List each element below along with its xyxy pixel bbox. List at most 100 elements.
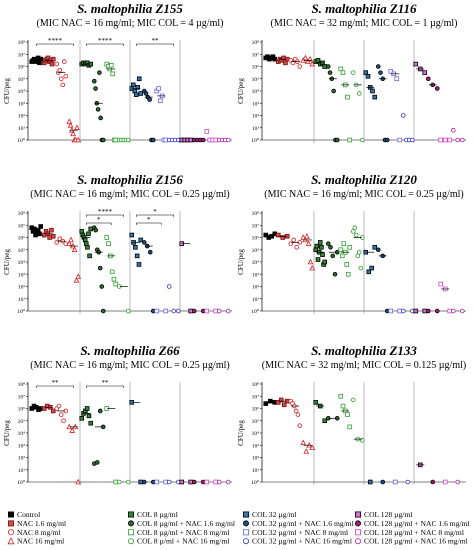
- data-point: [345, 94, 350, 100]
- data-point: [129, 232, 135, 238]
- data-point: [97, 408, 103, 414]
- data-point: [305, 240, 312, 246]
- data-point: [334, 137, 340, 143]
- legend-item: COL 32 µg/ml + NAC 8 mg/ml: [242, 528, 348, 537]
- data-point: [58, 76, 64, 82]
- y-tick-label: 10⁷: [252, 394, 260, 400]
- data-point: [350, 70, 356, 75]
- legend-marker: [242, 538, 249, 545]
- panel-subtitle: (MIC NAC = 32 mg/ml; MIC COL = 0.125 µg/…: [262, 360, 466, 371]
- significance-label: ****: [98, 37, 113, 45]
- data-point: [338, 247, 344, 253]
- data-point: [110, 71, 116, 77]
- y-tick-label: 10²: [252, 456, 260, 462]
- y-tick-label: 10⁷: [18, 223, 26, 229]
- data-point: [297, 423, 303, 428]
- y-tick-label: 10⁵: [252, 248, 260, 254]
- y-tick-label: 10⁷: [252, 223, 260, 229]
- data-point: [269, 233, 275, 239]
- legend-label: Control: [17, 510, 40, 519]
- legend-marker: [7, 529, 14, 536]
- legend-item: COL 8 µg/ml + NAC 1.6 mg/ml: [127, 519, 235, 528]
- data-point: [94, 460, 100, 465]
- data-point: [86, 231, 91, 237]
- data-point: [54, 61, 60, 67]
- y-tick-label: 10⁰: [251, 479, 260, 486]
- y-tick-label: 10⁶: [18, 236, 26, 242]
- y-tick-label: 10⁴: [252, 260, 260, 266]
- data-point: [434, 86, 440, 91]
- data-point: [322, 418, 328, 424]
- data-point: [133, 92, 139, 97]
- y-tick-label: 10²: [18, 114, 26, 120]
- data-point: [136, 76, 142, 82]
- data-point: [384, 137, 390, 143]
- y-tick-label: 10¹: [18, 297, 26, 303]
- data-point: [372, 244, 378, 250]
- data-point: [109, 269, 115, 275]
- data-point: [99, 284, 105, 289]
- data-point: [71, 246, 78, 253]
- data-point: [88, 420, 94, 426]
- data-point: [136, 262, 142, 267]
- legend-marker: [354, 529, 361, 536]
- y-tick-label: 10⁵: [252, 77, 260, 83]
- data-point: [156, 86, 161, 91]
- data-point: [130, 82, 136, 88]
- data-point: [278, 397, 284, 403]
- data-point: [138, 91, 144, 96]
- significance-label: **: [52, 379, 60, 387]
- data-point: [293, 408, 299, 414]
- data-point: [425, 308, 431, 314]
- y-tick-label: 10⁸: [18, 382, 26, 388]
- legend-marker: [127, 529, 134, 536]
- legend-item: COL 32 µg/ml + NAC 16 mg/ml: [242, 537, 352, 546]
- significance-bracket: [136, 214, 174, 217]
- data-point: [356, 249, 362, 255]
- data-point: [38, 224, 44, 229]
- data-point: [309, 444, 316, 451]
- legend-marker: [127, 538, 134, 545]
- data-point: [307, 258, 314, 265]
- data-point: [297, 64, 303, 69]
- data-point: [303, 232, 310, 239]
- legend-label: COL 32 µg/ml + NAC 1.6 mg/ml: [252, 519, 354, 528]
- legend-item: NAC 1.6 mg/ml: [7, 519, 66, 528]
- legend-label: COL 128 µg/ml + NAC 1.6 mg/ml: [364, 519, 470, 528]
- panel-title: S. maltophilia Z120: [311, 172, 417, 187]
- y-axis-label: CFU/peg: [237, 78, 245, 104]
- y-tick-label: 10⁸: [18, 211, 26, 217]
- y-axis-label: CFU/peg: [3, 420, 11, 446]
- legend-item: COL 32 µg/ml: [242, 510, 297, 519]
- panel-title: S. maltophilia Z116: [311, 1, 417, 16]
- data-point: [358, 265, 364, 271]
- legend-label: COL 128 µg/ml: [364, 510, 412, 519]
- y-tick-label: 10³: [252, 101, 260, 107]
- data-point: [133, 244, 138, 250]
- y-tick-label: 10³: [252, 443, 260, 449]
- legend-marker: [127, 511, 134, 518]
- data-point: [366, 269, 372, 275]
- data-point: [309, 264, 316, 271]
- legend-label: NAC 1.6 mg/ml: [17, 519, 66, 528]
- data-point: [347, 424, 353, 430]
- y-tick-label: 10³: [18, 272, 26, 278]
- data-point: [70, 130, 76, 137]
- data-point: [328, 245, 333, 250]
- y-tick-label: 10¹: [18, 126, 26, 132]
- panel-subtitle: (MIC NAC = 16 mg/ml; MIC COL = 0.25 µg/m…: [264, 189, 463, 200]
- y-tick-label: 10⁵: [18, 77, 26, 83]
- data-point: [50, 233, 56, 239]
- data-point: [369, 265, 375, 271]
- data-point: [345, 412, 350, 417]
- data-point: [400, 308, 406, 314]
- data-point: [450, 127, 456, 133]
- data-point: [49, 227, 54, 233]
- y-tick-label: 10⁷: [18, 394, 26, 400]
- y-tick-label: 10⁴: [18, 89, 26, 95]
- data-point: [74, 124, 80, 131]
- data-point: [340, 403, 346, 409]
- data-point: [330, 253, 336, 259]
- data-point: [57, 67, 63, 73]
